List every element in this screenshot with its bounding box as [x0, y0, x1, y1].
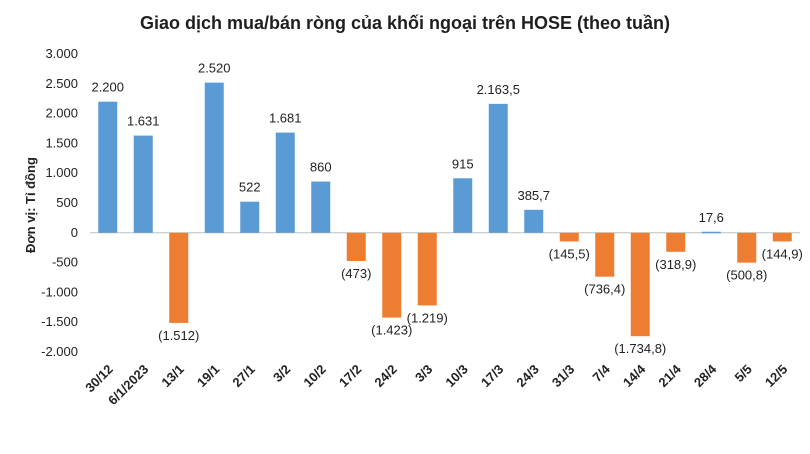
bar	[204, 82, 224, 233]
data-label: (1.423)	[371, 323, 412, 338]
y-axis: 3.000 2.500 2.000 1.500 1.000 500 0 -500 -1.000 -…	[41, 46, 78, 359]
data-label: 915	[452, 156, 474, 171]
bar	[240, 201, 260, 233]
x-tick-label: 14/4	[620, 361, 649, 390]
y-tick-label: 1.500	[45, 135, 78, 150]
data-label: 17,6	[699, 210, 724, 225]
y-tick-label: -1.500	[41, 314, 78, 329]
x-tick-label: 7/4	[589, 361, 613, 385]
bar	[630, 232, 650, 337]
x-tick-label: 24/2	[371, 362, 400, 391]
chart-title: Giao dịch mua/bán ròng của khối ngoại tr…	[140, 13, 670, 33]
bar	[524, 209, 544, 233]
y-tick-label: -500	[52, 255, 78, 270]
data-label: 522	[239, 180, 261, 195]
bar	[453, 178, 473, 233]
x-tick-label: 5/5	[731, 362, 754, 385]
y-tick-label: 2.000	[45, 106, 78, 121]
data-label: 1.631	[127, 114, 160, 129]
data-label: (1.219)	[407, 310, 448, 325]
bar	[169, 232, 189, 323]
data-label: (144,9)	[762, 246, 803, 261]
x-tick-label: 17/2	[336, 362, 365, 391]
x-tick-label: 10/2	[300, 362, 329, 391]
y-tick-label: 1.000	[45, 165, 78, 180]
data-label: 2.520	[198, 61, 231, 76]
data-label: (1.734,8)	[614, 341, 666, 356]
bar	[701, 231, 721, 234]
x-tick-label: 12/5	[762, 362, 791, 391]
bar	[346, 232, 366, 261]
bar	[772, 232, 792, 242]
y-tick-label: 500	[56, 195, 78, 210]
y-tick-label: -2.000	[41, 344, 78, 359]
bar	[666, 232, 686, 252]
bars	[98, 82, 792, 337]
y-tick-label: 0	[71, 225, 78, 240]
bar	[417, 232, 437, 306]
data-label: 385,7	[517, 188, 550, 203]
x-tick-label: 31/3	[549, 362, 578, 391]
x-axis: 30/126/1/2023 13/1 19/1 27/1 3/2 10/2 17/2 24/2…	[82, 361, 790, 408]
y-tick-label: 2.500	[45, 76, 78, 91]
bar	[382, 232, 402, 318]
bar	[311, 181, 331, 233]
x-tick-label: 10/3	[442, 362, 471, 391]
x-tick-label: 21/4	[655, 361, 684, 390]
x-tick-label: 28/4	[691, 361, 720, 390]
bar	[275, 132, 295, 233]
y-tick-label: 3.000	[45, 46, 78, 61]
data-label: (736,4)	[584, 282, 625, 297]
data-label: (1.512)	[158, 328, 199, 343]
bar	[488, 103, 508, 233]
bar	[133, 135, 153, 233]
x-tick-label: 27/1	[229, 362, 258, 391]
data-labels: 2.200 1.631 (1.512) 2.520 522 1.681 860 (473) (1…	[91, 61, 802, 357]
x-tick-label: 24/3	[513, 362, 542, 391]
data-label: (473)	[341, 266, 371, 281]
data-label: (500,8)	[726, 268, 767, 283]
y-axis-label: Đơn vị: Tỉ đồng	[23, 157, 38, 253]
x-tick-label: 13/1	[158, 362, 187, 391]
bar	[559, 232, 579, 242]
bar	[737, 232, 757, 263]
x-tick-label: 19/1	[194, 362, 223, 391]
data-label: 860	[310, 160, 332, 175]
data-label: 1.681	[269, 111, 302, 126]
x-tick-label: 17/3	[478, 362, 507, 391]
data-label: (145,5)	[549, 246, 590, 261]
y-tick-label: -1.000	[41, 284, 78, 299]
x-tick-label: 3/2	[270, 362, 293, 385]
x-tick-label: 3/3	[412, 362, 435, 385]
bar	[98, 101, 118, 233]
data-label: 2.200	[91, 80, 124, 95]
data-label: 2.163,5	[477, 82, 520, 97]
data-label: (318,9)	[655, 257, 696, 272]
bar	[595, 232, 615, 277]
